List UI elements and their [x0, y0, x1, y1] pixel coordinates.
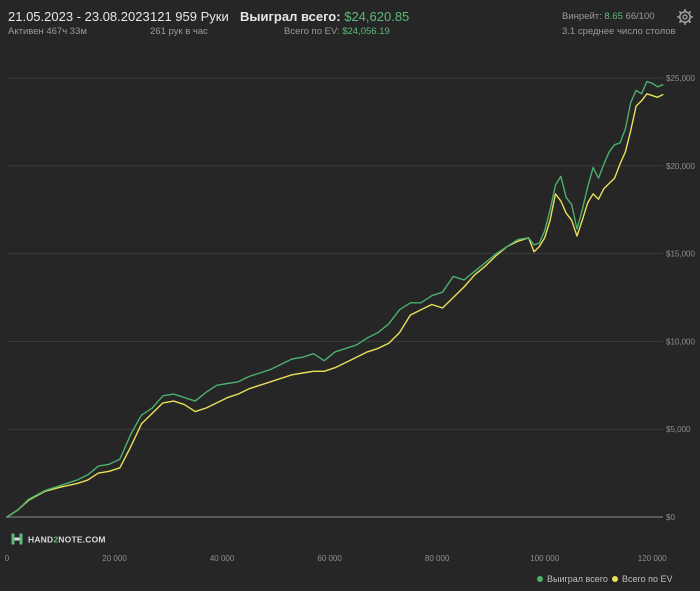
- y-tick-label: $25,000: [666, 74, 695, 83]
- settings-gear-icon[interactable]: [677, 9, 693, 25]
- legend-dot-won: [537, 575, 543, 582]
- logo-text-suffix: NOTE.COM: [58, 534, 106, 545]
- y-tick-label: $5,000: [666, 425, 691, 434]
- y-tick-label: $20,000: [666, 162, 695, 171]
- x-tick-label: 40 000: [210, 554, 235, 563]
- won-total: Выиграл всего: $24,620.85: [240, 9, 409, 24]
- winrate-label: Винрейт:: [562, 11, 602, 22]
- series-line-ev: [6, 93, 664, 518]
- hand2note-logo-icon: [11, 533, 23, 545]
- x-tick-label: 120 000: [638, 554, 667, 563]
- logo-text-prefix: HAND: [28, 534, 54, 545]
- won-label: Выиграл всего:: [240, 9, 341, 24]
- hands-count: 121 959 Руки: [150, 9, 229, 24]
- ev-total: Всего по EV: $24,056.19: [284, 26, 390, 37]
- winrate: Винрейт: 8.65 66/100: [562, 11, 655, 22]
- x-tick-label: 100 000: [530, 554, 559, 563]
- x-tick-label: 80 000: [425, 554, 450, 563]
- winrate-rest: 66/100: [625, 11, 655, 22]
- active-time: Активен 467ч 33м: [8, 26, 87, 37]
- legend-dot-ev: [612, 575, 618, 582]
- ev-value: $24,056.19: [342, 26, 390, 37]
- logo-text-digit: 2: [53, 534, 59, 545]
- won-value: $24,620.85: [344, 9, 410, 24]
- y-tick-label: $0: [666, 513, 675, 522]
- y-tick-label: $10,000: [666, 337, 695, 346]
- stats-header: 21.05.2023 - 23.08.2023 Активен 467ч 33м…: [0, 0, 700, 44]
- y-tick-label: $15,000: [666, 250, 695, 259]
- avg-tables: 3.1 среднее число столов: [562, 26, 676, 37]
- legend-label-ev: Всего по EV: [622, 574, 673, 584]
- legend-item-won[interactable]: Выиграл всего: [537, 574, 608, 584]
- x-tick-label: 60 000: [317, 554, 342, 563]
- x-tick-label: 0: [5, 554, 10, 563]
- date-range[interactable]: 21.05.2023 - 23.08.2023: [8, 9, 150, 24]
- hand2note-logo: HAND2NOTE.COM: [11, 533, 106, 546]
- series-line-won: [6, 80, 664, 518]
- winrate-value: 8.65: [604, 11, 623, 22]
- hands-per-hour: 261 рук в час: [150, 26, 208, 37]
- legend-label-won: Выиграл всего: [547, 574, 608, 584]
- x-tick-label: 20 000: [102, 554, 127, 563]
- legend-item-ev[interactable]: Всего по EV: [612, 574, 672, 584]
- ev-label: Всего по EV:: [284, 26, 340, 37]
